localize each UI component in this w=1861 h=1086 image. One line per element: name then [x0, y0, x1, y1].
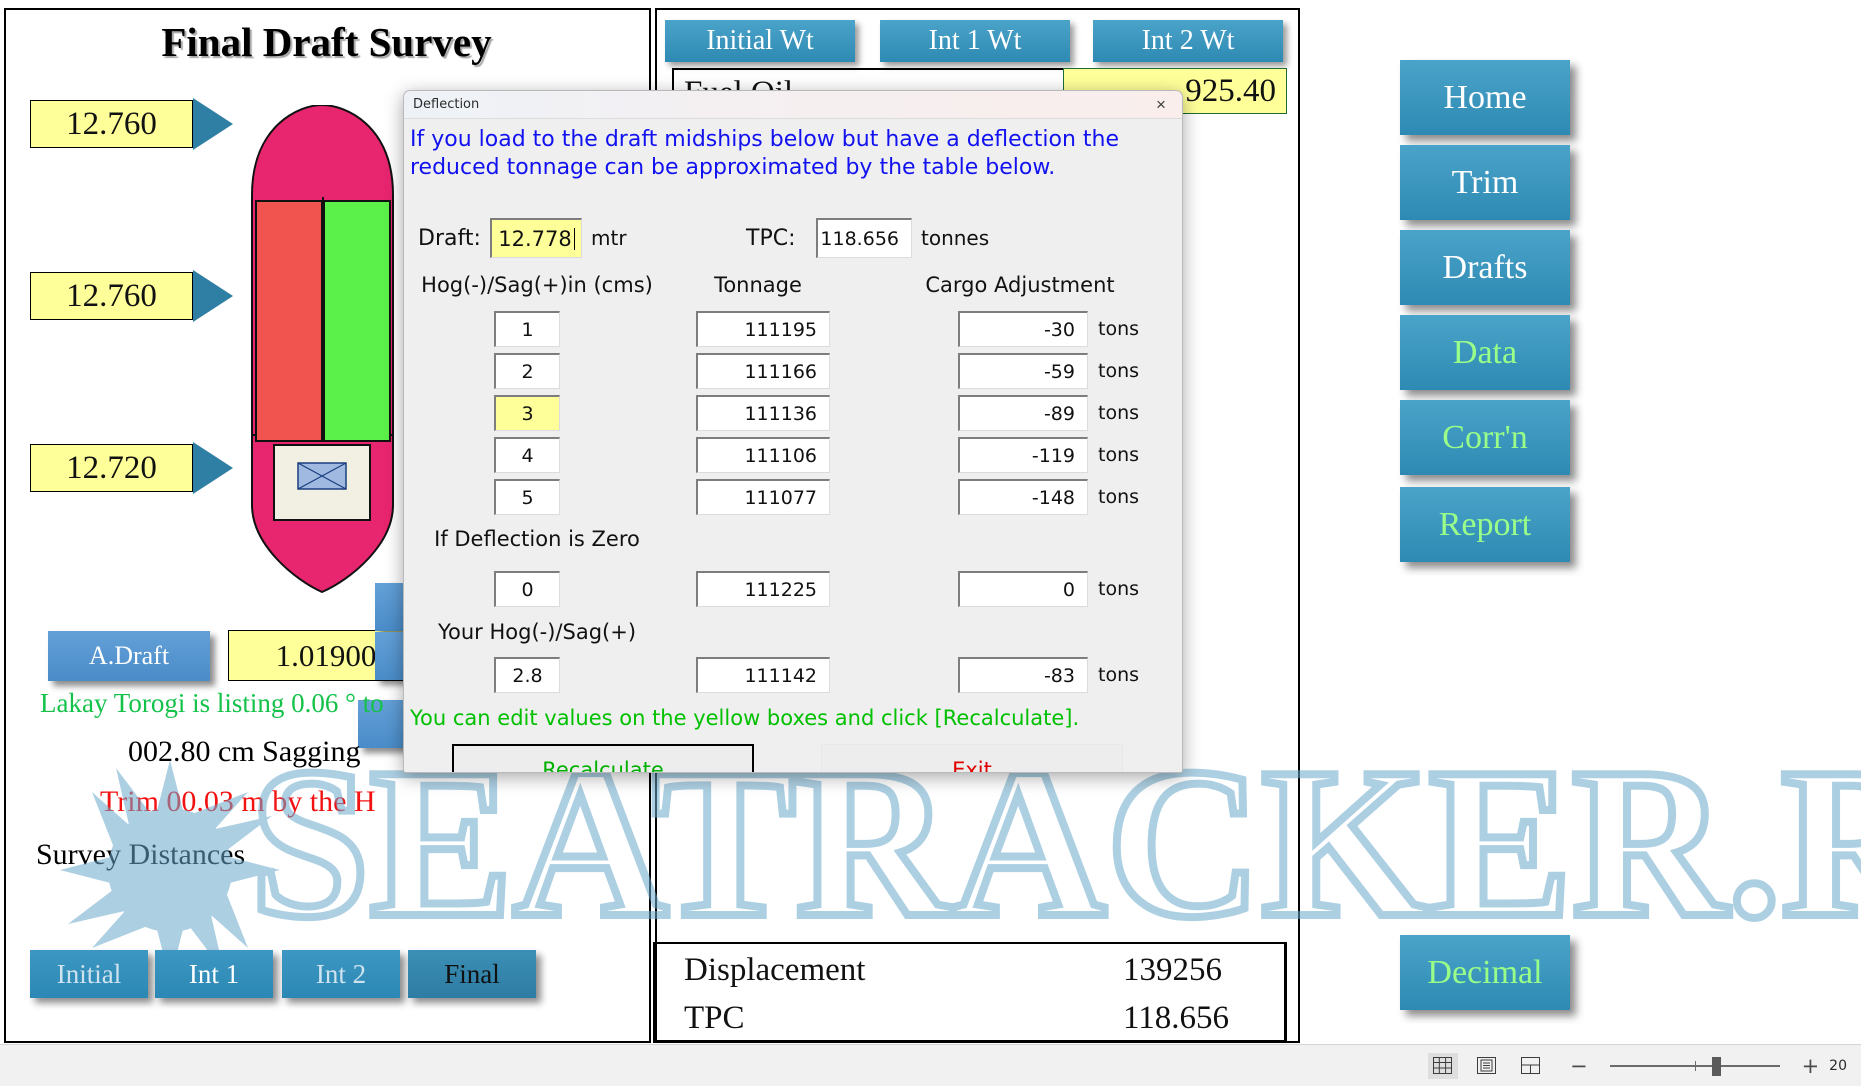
- draft-input[interactable]: 12.778: [490, 218, 582, 258]
- your-section-label: Your Hog(-)/Sag(+): [412, 614, 662, 650]
- nav-button-home[interactable]: Home: [1400, 60, 1570, 135]
- zoom-slider[interactable]: [1609, 1056, 1780, 1076]
- nav-button-report[interactable]: Report: [1400, 487, 1570, 562]
- draft-reading-aft-port: 12.720: [30, 444, 193, 492]
- tpc-units: tonnes: [914, 218, 1010, 258]
- nav-button-trim[interactable]: Trim: [1400, 145, 1570, 220]
- column-header-deflection: Hog(-)/Sag(+)in (cms): [412, 267, 662, 303]
- summary-divider-right: [1284, 942, 1287, 1043]
- page-title: Final Draft Survey: [161, 19, 492, 65]
- draft-reading-forward-port: 12.760: [30, 100, 193, 148]
- survey-distances-label: Survey Distances: [36, 838, 246, 871]
- int1-wt-button[interactable]: Int 1 Wt: [880, 20, 1070, 62]
- int2-wt-button[interactable]: Int 2 Wt: [1093, 20, 1283, 62]
- edit-note: You can edit values on the yellow boxes …: [410, 701, 1155, 735]
- dialog-titlebar[interactable]: Deflection ×: [404, 91, 1182, 119]
- cargo-units: tons: [1090, 353, 1154, 389]
- cargo-units: tons: [1090, 437, 1154, 473]
- cargo-cell: -89: [958, 395, 1088, 431]
- tpc-input[interactable]: 118.656: [816, 218, 912, 258]
- deflection-cell-selected[interactable]: 3: [494, 395, 560, 431]
- nav-button-drafts[interactable]: Drafts: [1400, 230, 1570, 305]
- recalculate-button[interactable]: Recalculate: [452, 744, 754, 772]
- cargo-units: tons: [1090, 395, 1154, 431]
- initial-wt-button[interactable]: Initial Wt: [665, 20, 855, 62]
- deflection-dialog: Deflection × If you load to the draft mi…: [403, 90, 1183, 773]
- tonnage-cell: 111166: [696, 353, 830, 389]
- zoom-in-button[interactable]: +: [1801, 1053, 1820, 1078]
- tonnage-cell: 111136: [696, 395, 830, 431]
- page-break-icon[interactable]: [1516, 1053, 1546, 1079]
- summary-divider-bottom: [653, 1040, 1287, 1043]
- deflection-cell[interactable]: 5: [494, 479, 560, 515]
- dialog-intro-line2: reduced tonnage can be approximated by t…: [410, 155, 1155, 183]
- sheet-tab-int1[interactable]: Int 1: [155, 950, 273, 998]
- zoom-percent-label[interactable]: 20: [1829, 1057, 1847, 1074]
- draft-pointer-icon: [193, 270, 233, 322]
- sheet-tab-final[interactable]: Final: [408, 950, 536, 998]
- zoom-out-button[interactable]: −: [1569, 1053, 1588, 1078]
- deflection-cell[interactable]: 2: [494, 353, 560, 389]
- zero-section-label: If Deflection is Zero: [412, 521, 662, 557]
- cargo-cell: -148: [958, 479, 1088, 515]
- tonnage-cell: 111077: [696, 479, 830, 515]
- zoom-thumb[interactable]: [1711, 1056, 1721, 1076]
- column-header-tonnage: Tonnage: [700, 267, 816, 303]
- zoom-track[interactable]: [1609, 1056, 1780, 1076]
- column-header-cargo: Cargo Adjustment: [914, 267, 1126, 303]
- displacement-value: 139256: [1123, 952, 1222, 988]
- exit-button[interactable]: Exit: [821, 744, 1123, 772]
- sheet-tab-int2[interactable]: Int 2: [282, 950, 400, 998]
- zero-deflection-cell: 0: [494, 571, 560, 607]
- draft-input-value: 12.778: [498, 226, 572, 251]
- deflection-cell[interactable]: 4: [494, 437, 560, 473]
- page-layout-icon[interactable]: [1472, 1053, 1502, 1079]
- zero-cargo-cell: 0: [958, 571, 1088, 607]
- displacement-label: Displacement: [684, 952, 866, 988]
- your-cargo-cell: -83: [958, 657, 1088, 693]
- text-caret: [573, 227, 575, 250]
- tpc-label: TPC: [684, 1000, 745, 1036]
- tpc-value: 118.656: [1123, 1000, 1230, 1036]
- adraft-button[interactable]: A.Draft: [48, 631, 210, 681]
- close-icon[interactable]: ×: [1156, 95, 1166, 114]
- draft-reading-midship-port: 12.760: [30, 272, 193, 320]
- cargo-units: tons: [1090, 479, 1154, 515]
- nav-button-corrn[interactable]: Corr'n: [1400, 400, 1570, 475]
- zero-tonnage-cell: 111225: [696, 571, 830, 607]
- deflection-cell[interactable]: 1: [494, 311, 560, 347]
- draft-label: Draft:: [412, 218, 490, 258]
- dialog-body: If you load to the draft midships below …: [404, 119, 1182, 772]
- normal-view-icon[interactable]: [1427, 1052, 1458, 1079]
- summary-divider-left: [653, 942, 656, 1043]
- your-tonnage-cell: 111142: [696, 657, 830, 693]
- your-deflection-cell[interactable]: 2.8: [494, 657, 560, 693]
- dialog-intro-line1: If you load to the draft midships below …: [410, 127, 1155, 155]
- status-bar: − + 20: [0, 1044, 1861, 1086]
- sheet-tab-initial[interactable]: Initial: [30, 950, 148, 998]
- cargo-cell: -119: [958, 437, 1088, 473]
- draft-pointer-icon: [193, 442, 233, 494]
- nav-button-data[interactable]: Data: [1400, 315, 1570, 390]
- cargo-units: tons: [1090, 311, 1154, 347]
- table-divider: [672, 68, 1287, 70]
- tpc-label: TPC:: [740, 218, 814, 258]
- nav-button-decimal[interactable]: Decimal: [1400, 935, 1570, 1010]
- cargo-units: tons: [1090, 571, 1154, 607]
- draft-units: mtr: [584, 218, 652, 258]
- cargo-units: tons: [1090, 657, 1154, 693]
- summary-divider-top: [653, 942, 1287, 944]
- tonnage-cell: 111195: [696, 311, 830, 347]
- tonnage-cell: 111106: [696, 437, 830, 473]
- ship-plan-diagram: [251, 105, 394, 594]
- draft-pointer-icon: [193, 98, 233, 150]
- zoom-midpoint-tick: [1694, 1060, 1696, 1071]
- dialog-title: Deflection: [413, 97, 480, 112]
- sagging-message: 002.80 cm Sagging: [128, 735, 361, 768]
- list-message: Lakay Torogi is listing 0.06 ° to: [40, 688, 384, 718]
- trim-message: Trim 00.03 m by the H: [100, 785, 376, 818]
- cargo-cell: -30: [958, 311, 1088, 347]
- cargo-cell: -59: [958, 353, 1088, 389]
